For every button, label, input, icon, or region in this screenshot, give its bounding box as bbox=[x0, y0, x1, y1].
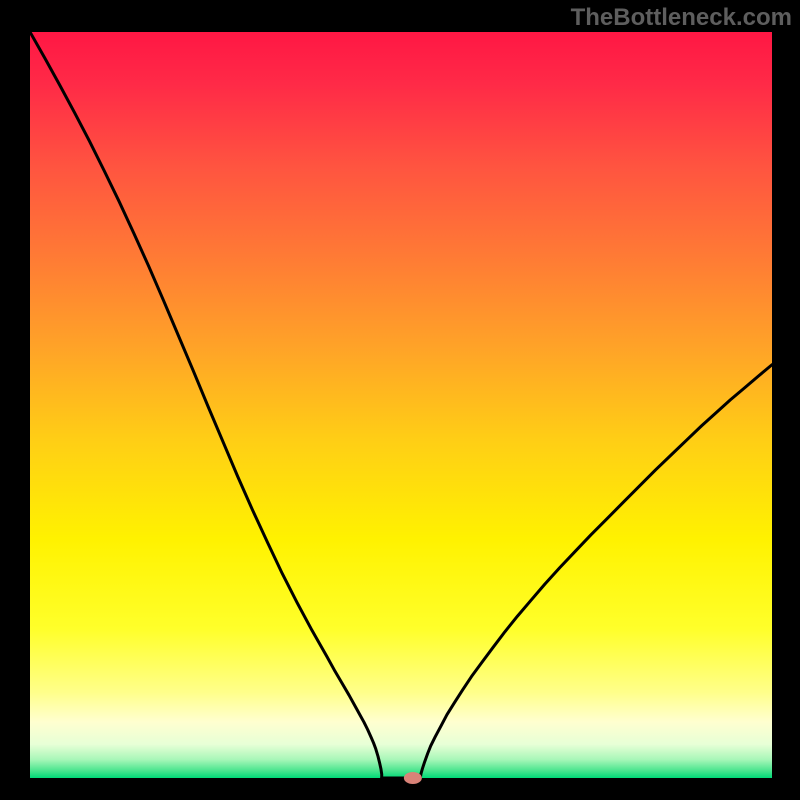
bottleneck-chart bbox=[0, 0, 800, 800]
gradient-background bbox=[30, 32, 772, 778]
bottleneck-marker bbox=[404, 772, 422, 784]
frame: TheBottleneck.com bbox=[0, 0, 800, 800]
